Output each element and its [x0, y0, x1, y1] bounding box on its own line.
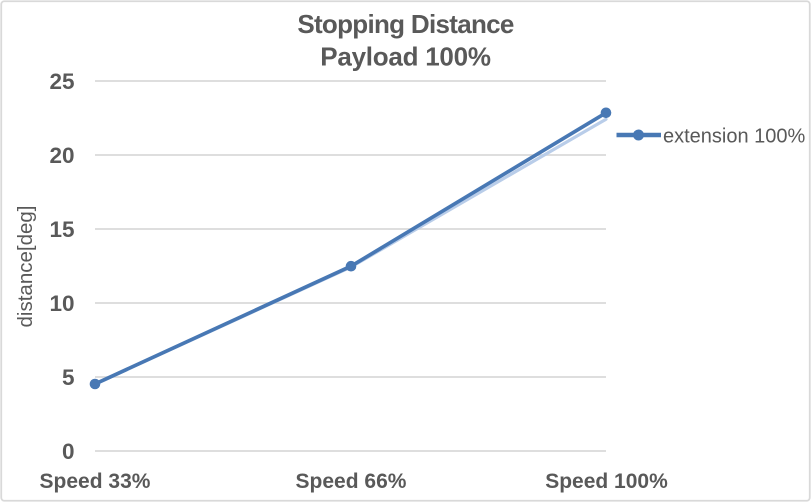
svg-text:10: 10 [49, 291, 74, 316]
svg-text:Speed 33%: Speed 33% [40, 470, 151, 493]
svg-text:extension 100%: extension 100% [663, 126, 806, 148]
svg-text:15: 15 [49, 217, 74, 242]
svg-text:Speed 66%: Speed 66% [296, 470, 407, 493]
svg-text:0: 0 [62, 439, 75, 464]
svg-text:25: 25 [49, 69, 74, 94]
svg-text:5: 5 [62, 365, 75, 390]
svg-text:Payload 100%: Payload 100% [320, 42, 491, 72]
svg-text:Speed 100%: Speed 100% [545, 470, 668, 493]
svg-text:distance[deg]: distance[deg] [14, 206, 37, 328]
svg-text:20: 20 [49, 143, 74, 168]
svg-text:Stopping Distance: Stopping Distance [297, 9, 514, 39]
